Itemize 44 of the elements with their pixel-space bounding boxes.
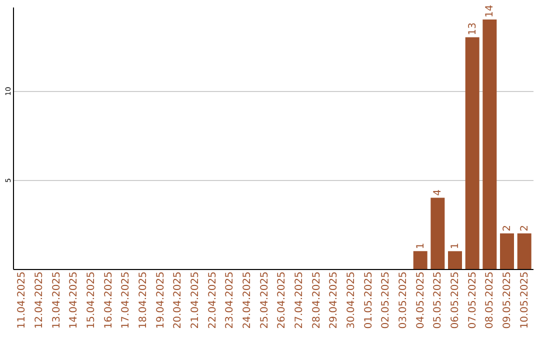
- bar: [413, 251, 428, 269]
- x-tick-label: 08.05.2025: [484, 272, 496, 329]
- x-tick-label: 18.04.2025: [138, 272, 149, 329]
- x-tick-label: 03.05.2025: [398, 272, 409, 329]
- x-tick-label: 26.04.2025: [276, 272, 288, 329]
- x-tick-label: 20.04.2025: [172, 272, 184, 329]
- x-tick-label: 22.04.2025: [207, 272, 218, 329]
- bar: [482, 19, 497, 269]
- x-tick-label: 23.04.2025: [224, 272, 236, 329]
- data-label: 2: [519, 224, 530, 232]
- data-label: 14: [484, 4, 496, 18]
- bar: [500, 233, 514, 269]
- x-tick-label: 16.04.2025: [103, 272, 114, 329]
- data-label: 1: [415, 242, 426, 250]
- x-tick-label: 11.04.2025: [16, 272, 28, 329]
- x-tick-label: 30.04.2025: [346, 272, 357, 329]
- x-tick-label: 27.04.2025: [294, 272, 305, 329]
- x-tick-label: 01.05.2025: [363, 272, 374, 329]
- data-label: 1: [450, 242, 461, 250]
- bar: [517, 233, 532, 269]
- x-tick-label: 13.04.2025: [51, 272, 62, 329]
- x-tick-label: 25.04.2025: [259, 272, 270, 329]
- x-tick-label: 19.04.2025: [155, 272, 166, 329]
- data-label: 13: [467, 22, 478, 36]
- x-tick-label: 14.04.2025: [68, 272, 80, 329]
- x-tick-label: 05.05.2025: [432, 272, 444, 329]
- x-tick-label: 24.04.2025: [242, 272, 253, 329]
- x-tick-label: 12.04.2025: [34, 272, 45, 329]
- bar: [465, 37, 480, 269]
- x-tick-label: 17.04.2025: [120, 272, 132, 329]
- x-tick-label: 04.05.2025: [415, 272, 426, 329]
- data-label: 4: [432, 189, 444, 196]
- x-tick-label: 28.04.2025: [311, 272, 322, 329]
- x-tick-label: 21.04.2025: [190, 272, 201, 329]
- x-tick-label: 02.05.2025: [380, 272, 392, 329]
- x-tick-label: 07.05.2025: [467, 272, 478, 329]
- x-tick-label: 10.05.2025: [519, 272, 530, 329]
- x-tick-label: 09.05.2025: [502, 272, 513, 329]
- x-tick-label: 06.05.2025: [450, 272, 461, 329]
- data-label: 2: [502, 224, 513, 232]
- x-tick-label: 29.04.2025: [328, 272, 340, 329]
- x-tick-label: 15.04.2025: [86, 272, 97, 329]
- bar: [430, 198, 445, 269]
- bar: [448, 251, 462, 269]
